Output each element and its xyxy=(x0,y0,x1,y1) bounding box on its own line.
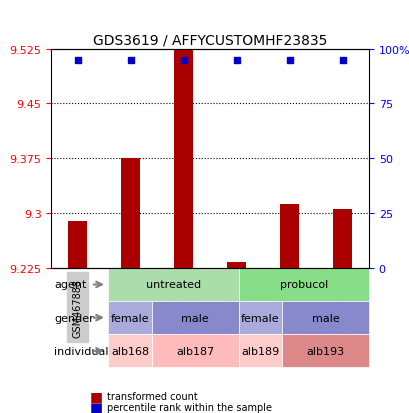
Bar xyxy=(174,50,193,268)
Text: alb189: alb189 xyxy=(241,346,279,356)
Text: female: female xyxy=(110,313,149,323)
FancyBboxPatch shape xyxy=(238,301,281,335)
Text: agent: agent xyxy=(54,280,87,290)
FancyBboxPatch shape xyxy=(108,335,151,368)
Bar xyxy=(333,210,351,268)
Text: male: male xyxy=(311,313,339,323)
Text: female: female xyxy=(240,313,279,323)
Text: individual: individual xyxy=(54,346,109,356)
Text: transformed count: transformed count xyxy=(106,392,197,401)
Title: GDS3619 / AFFYCUSTOMHF23835: GDS3619 / AFFYCUSTOMHF23835 xyxy=(93,33,326,47)
FancyBboxPatch shape xyxy=(108,268,238,301)
Bar xyxy=(68,221,87,268)
FancyBboxPatch shape xyxy=(151,301,238,335)
FancyBboxPatch shape xyxy=(238,268,368,301)
Bar xyxy=(280,204,298,268)
Text: gender: gender xyxy=(54,313,94,323)
Text: alb187: alb187 xyxy=(176,346,214,356)
Text: ■: ■ xyxy=(90,389,103,404)
Text: ■: ■ xyxy=(90,400,103,413)
FancyBboxPatch shape xyxy=(238,335,281,368)
Text: percentile rank within the sample: percentile rank within the sample xyxy=(106,402,271,412)
Text: alb168: alb168 xyxy=(111,346,149,356)
FancyBboxPatch shape xyxy=(281,301,368,335)
Bar xyxy=(227,262,245,268)
Text: probucol: probucol xyxy=(279,280,327,290)
FancyBboxPatch shape xyxy=(108,301,151,335)
Text: untreated: untreated xyxy=(146,280,201,290)
Text: male: male xyxy=(181,313,209,323)
Bar xyxy=(121,159,139,268)
Text: alb193: alb193 xyxy=(306,346,344,356)
FancyBboxPatch shape xyxy=(151,335,238,368)
FancyBboxPatch shape xyxy=(281,335,368,368)
